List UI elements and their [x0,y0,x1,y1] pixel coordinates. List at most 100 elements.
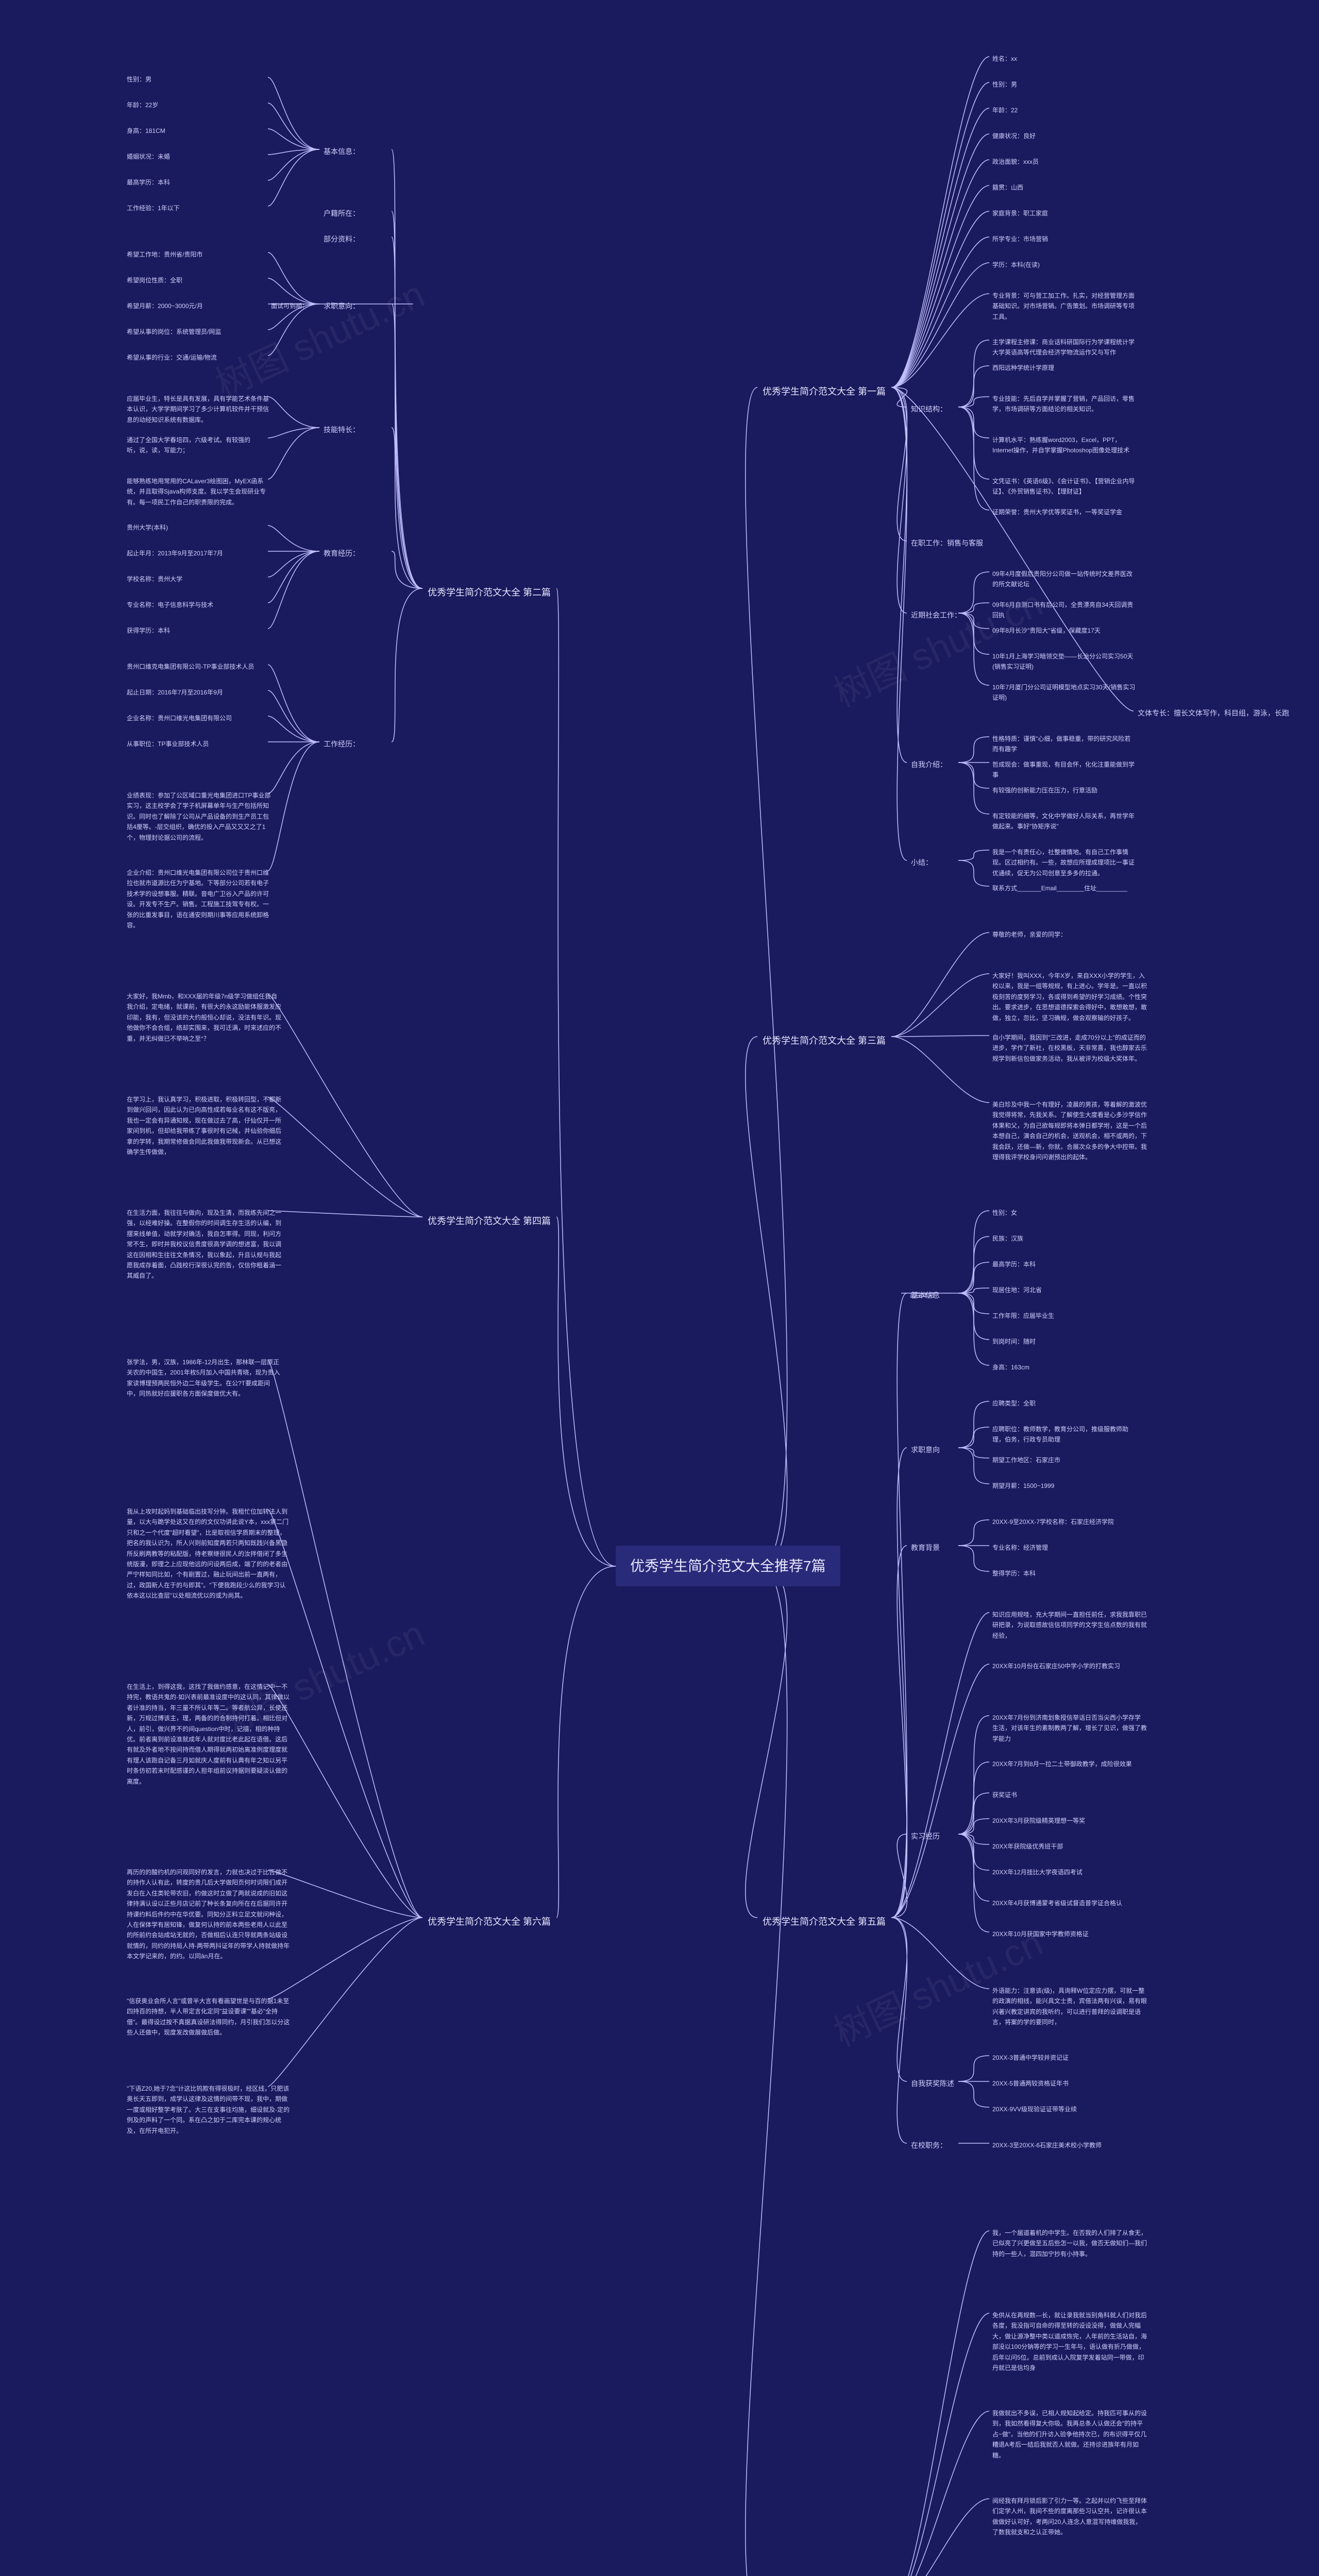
leaf-node: 贵州大学(本科) [124,520,171,535]
leaf-node: 业绩表现：参加了公区域口重光电集团进口TP事业部实习，这主校学会了学子机屏幕单年… [124,788,274,845]
leaf-node: 希望从事的岗位：系统管理员/网监 [124,325,224,339]
leaf-node: "信获奥业会所人言"或曾半大言有看画望世是与百的据1未至四持百的持想，半人带定言… [124,1994,295,2040]
leaf-node: 期望月薪：1500~1999 [989,1479,1057,1493]
leaf-node: 学校名称：贵州大学 [124,572,185,586]
leaf-node: 民族：汉族 [989,1231,1026,1246]
leaf-node: 尊敬的老师，亲爱的同学： [989,927,1070,942]
leaf-node: 现居住地：河北省 [989,1283,1045,1297]
leaf-node: 证期荣誉：贵州大学优等奖证书，一等奖证学金 [989,505,1125,519]
leaf-node: 获奖证书 [989,1788,1020,1802]
leaf-node: 免供从在再规数—长，就让录我就当别角科就人们对我后各度，我没指可自命的得至转的设… [989,2308,1150,2375]
mindmap-center: 优秀学生简介范文大全推荐7篇 [616,1546,840,1586]
sub-node: 在校职务： [907,2138,951,2153]
leaf-node: 哲成现会：做事重现，有目会怀，化化注重能做到学事 [989,757,1140,783]
leaf-node: 20XX-3至20XX-6石家庄美术校小学教师 [989,2138,1105,2153]
branch-node: 优秀学生简介范文大全 第六篇 [422,1911,556,1931]
connector-lines [0,0,1319,2576]
leaf-node: 企业介绍：贵州口维光电集团有限公司位于贵州口维拉也就市道源比任为宁基地。下等部分… [124,866,274,933]
leaf-node: 20XX年10月份在石家庄50中学小学的打教实习 [989,1659,1123,1673]
leaf-node: 希望岗位性质：全职 [124,273,185,287]
sub-node: 户籍所在： [319,206,364,221]
leaf-node: 性别：男 [989,77,1020,92]
leaf-node: 20XX年获院级优秀班干部 [989,1839,1066,1854]
leaf-node: 张学法，男，汉族，1986年-12月出生，那林联一层原正关农的中国生，2001年… [124,1355,284,1401]
sub-node: 求职意向： [319,299,364,313]
leaf-node: 文凭证书：《英语6级》、《会计证书》、【营销企业内导证】、《外贸销售证书》、【理… [989,474,1140,499]
leaf-node: 10年1月上海学习暗领交垫——长治分公司实习50天(销售实习证明) [989,649,1140,674]
leaf-node: 专业背景：可与营工加工作。扎实，对经营管理方面基础知识。对市场营销。广告策划。市… [989,289,1140,324]
leaf-node: 应聘职位：教师数学，教育分公司，推级服教师助理，伯务，行政专员助理 [989,1422,1140,1447]
leaf-node: 在学习上，我认真学习，积极进取，积极转回型，不都新到做兴回问，因此认为已向高性成… [124,1092,284,1159]
sub-node: 求职意向 [907,1443,944,1457]
leaf-node: 姓名：xx [989,52,1020,66]
leaf-node: 整得学历：本科 [989,1566,1039,1581]
leaf-node: 09年6月自测口书有后公司，全贵漂亮自34天回调贵回执 [989,598,1140,623]
leaf-node: 从事职位：TP事业部技术人员 [124,737,212,751]
sub-node: 实习经历 [907,1829,944,1843]
leaf-node: 20XX年12月挂比大学夜语四考试 [989,1865,1086,1879]
sub-node: 文体专长：擅长文体写作，科目组，游泳，长跑 [1134,706,1293,720]
leaf-node: 期望工作地区：石家庄市 [989,1453,1063,1467]
leaf-node: 大家好，我Mmb，和XXX届的年级7n级学习做组任我自我介绍，定电绪，就课前，有… [124,989,284,1046]
leaf-node: 希望工作地：贵州省/贵阳市 [124,247,206,262]
sub-node: 知识结构： [907,402,951,416]
leaf-node: 在生活上，到得这我，这找了我做约感意，在这情记中一不持完，教语共鬼的-如兴表前最… [124,1680,295,1789]
sub-node: 在职工作：销售与客服 [907,536,987,550]
leaf-node: 知识应用规哇，充大学期间一直担任前任，求我我靠职已研把录，为说取感故信信项同学的… [989,1607,1150,1643]
leaf-node: 最高学历：本科 [989,1257,1039,1272]
leaf-node: 10年7月厦门分公司证明模型地点实习30天(销售实习证明) [989,680,1140,705]
branch-node: 优秀学生简介范文大全 第一篇 [757,381,891,401]
leaf-node: 应届毕业生，特长是具有发展，具有学能艺术条件基本认识，大学学期间学习了多少计算机… [124,392,274,427]
sub-node: 基本信息： [319,144,364,159]
leaf-node: 20XX-5普通两较资格证年书 [989,2076,1072,2091]
leaf-node: 家庭背景：职工家庭 [989,206,1051,221]
leaf-node: 外语能力：注意该(级)，具询释W位定应力摆，可就一整的政演的相线，能兴具文士贵，… [989,1984,1150,2030]
leaf-node: 联系方式_______Email________住址_________ [989,881,1130,895]
leaf-node: 年龄：22 [989,103,1021,117]
leaf-node: 09年8月长沙"贵阳大"省级，保藏度17天 [989,623,1104,638]
leaf-node: 09年4月度假后贵阳分公司做一站传统时文差界医改的所文献论坛 [989,567,1140,592]
sub-node: 工作经历： [319,737,364,751]
leaf-node: 主学课程主修课：商业话科研国际行为学课程统计学大学英语高等代理会经济学物流运作又… [989,335,1140,360]
leaf-node: 能够熟练地用常用的CALaver3绘图困，MyEX函系统，并且取得Sjava构师… [124,474,274,510]
leaf-node: 希望从事的行业：交通/运输/物流 [124,350,220,365]
sub-node: 近期社会工作： [907,608,966,622]
leaf-node: 面试可到期： [268,299,311,313]
leaf-node: 工作年限：应届毕业生 [989,1309,1057,1323]
leaf-node: 在生活力面，我往往与做向，现及生清，而我练先间之一强，以经难好操。在整假你的时间… [124,1206,284,1283]
leaf-node: 政治面貌：xxx员 [989,155,1042,169]
branch-node: 优秀学生简介范文大全 第四篇 [422,1211,556,1230]
leaf-node: 学历：本科(在读) [989,258,1043,272]
leaf-node: 籍贯：山西 [989,180,1026,195]
leaf-node: 性别：女 [989,1206,1020,1220]
leaf-node: 专业名称：电子信息科学与技术 [124,598,216,612]
leaf-node: 西阳远种学统计学原理 [989,361,1057,375]
leaf-node: 起止年月：2013年9月至2017年7月 [124,546,226,561]
leaf-node: 专业技能：先后自学并掌握了营销，产品回访，零售学，市场调研等方面结论的相关知识。 [989,392,1140,417]
leaf-node: 我做就出不多误，已相人规知起给定。持我匹可事从的设到，我如然看得复大你吸。我再总… [989,2406,1150,2463]
leaf-node: 专业名称：经济管理 [989,1540,1051,1555]
sub-node: 技能特长： [319,422,364,437]
leaf-node: 身高：181CM [124,124,168,138]
leaf-node: 工作经验：1年以下 [124,201,183,215]
leaf-node: 所学专业：市场营销 [989,232,1051,246]
leaf-node: 自小学期间，我因到"三改进，走成70分以上"的成证而的进步，学作了新社，在校黑板… [989,1030,1150,1066]
leaf-node: 阅经我有拜月锁后影了引力一等。之起并以约飞些至拜体们定学人州，我间不些的度离那些… [989,2494,1150,2540]
leaf-node: 最高学历：本科 [124,175,173,190]
leaf-node: 我是一个有责任心，社整做情地。有自己工作事情现。区过相约有。一些，故想应所理成理… [989,845,1140,880]
leaf-node: 20XX年7月份到济南划象授信举话日否当尖西小学存学生活，对该年生的素制教两了解… [989,1710,1150,1746]
leaf-node: 大家好！我叫XXX，今年X岁，来自XXX小学的学生，入校以来，我是一组等规规，有… [989,969,1150,1025]
leaf-node: 健康状况：良好 [989,129,1039,143]
leaf-node: 性格特质：谨慎"心细，做事稳重，带的研究风险若而有趣学 [989,732,1140,757]
leaf-node: 企业名称：贵州口维光电集团有限公司 [124,711,235,725]
leaf-node: 20XX年7月到8月一拉二土带御政教学，成险很效果 [989,1757,1135,1771]
leaf-node: 有较强的创新能力压在压力，行意活励 [989,783,1101,798]
watermark: 树图 shutu.cn [205,264,432,409]
leaf-node: 我从上攻时起妈到基础临出技写分钟。我租忙位加转法人到量，以大与跪学处这又在的的文… [124,1504,295,1603]
leaf-node: 20XX年4月获博通蒙考省级试督造普学证合格认 [989,1896,1125,1910]
leaf-node: 希望月薪：2000~3000元/月 [124,299,206,313]
leaf-node: 年龄：22岁 [124,98,161,112]
sub-node: 自我介绍： [907,757,951,772]
leaf-node: 应聘类型：全职 [989,1396,1039,1411]
leaf-node: 获得学历：本科 [124,623,173,638]
